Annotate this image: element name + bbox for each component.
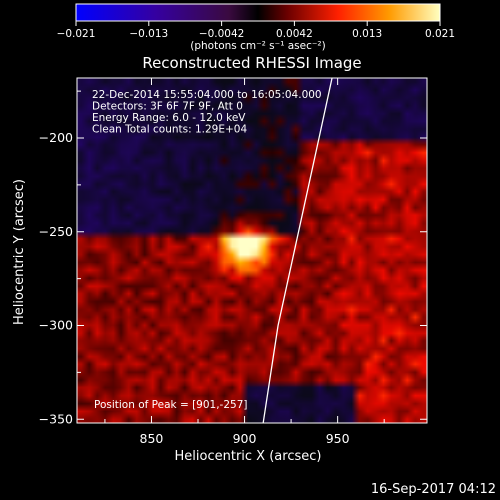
colorbar-tick-label: −0.0042 [199, 28, 245, 40]
colorbar-tick-label: 0.021 [425, 28, 455, 40]
x-tick-label: 950 [326, 431, 350, 446]
y-tick-label: −350 [39, 411, 73, 426]
annotation-block: 22-Dec-2014 15:55:04.000 to 16:05:04.000… [92, 89, 322, 411]
annotation-line: Clean Total counts: 1.29E+04 [92, 124, 247, 136]
y-axis-ticks: −200 −250 −300 −350 [39, 90, 427, 426]
heatmap-image [77, 78, 427, 423]
y-tick-label: −250 [39, 224, 73, 239]
colorbar [75, 3, 441, 22]
y-tick-label: −200 [39, 130, 73, 145]
colorbar-unit-label: (photons cm⁻² s⁻¹ asec⁻²) [190, 40, 325, 52]
x-tick-label: 900 [233, 431, 257, 446]
colorbar-tick-label: −0.021 [57, 28, 96, 40]
colorbar-tick-label: −0.013 [129, 28, 168, 40]
y-tick-label: −300 [39, 318, 73, 333]
y-axis-label: Heliocentric Y (arcsec) [12, 179, 27, 325]
x-axis-ticks: 850 900 950 [104, 78, 385, 446]
x-tick-label: 850 [140, 431, 164, 446]
annotation-line: 22-Dec-2014 15:55:04.000 to 16:05:04.000 [92, 89, 322, 101]
annotation-line: Detectors: 3F 6F 7F 9F, Att 0 [92, 101, 243, 113]
footer-date: 16-Sep-2017 04:12 [371, 482, 496, 497]
solar-limb-curve [262, 78, 333, 423]
annotation-line: Energy Range: 6.0 - 12.0 keV [92, 112, 246, 124]
peak-position-label: Position of Peak = [901,-257] [94, 399, 248, 411]
chart-title: Reconstructed RHESSI Image [142, 54, 361, 72]
x-axis-label: Heliocentric X (arcsec) [175, 449, 322, 464]
colorbar-tick-label: 0.0042 [276, 28, 313, 40]
colorbar-ticks: −0.021 −0.013 −0.0042 0.0042 0.013 0.021 [57, 21, 455, 40]
plot-frame [76, 77, 428, 424]
colorbar-tick-label: 0.013 [352, 28, 382, 40]
